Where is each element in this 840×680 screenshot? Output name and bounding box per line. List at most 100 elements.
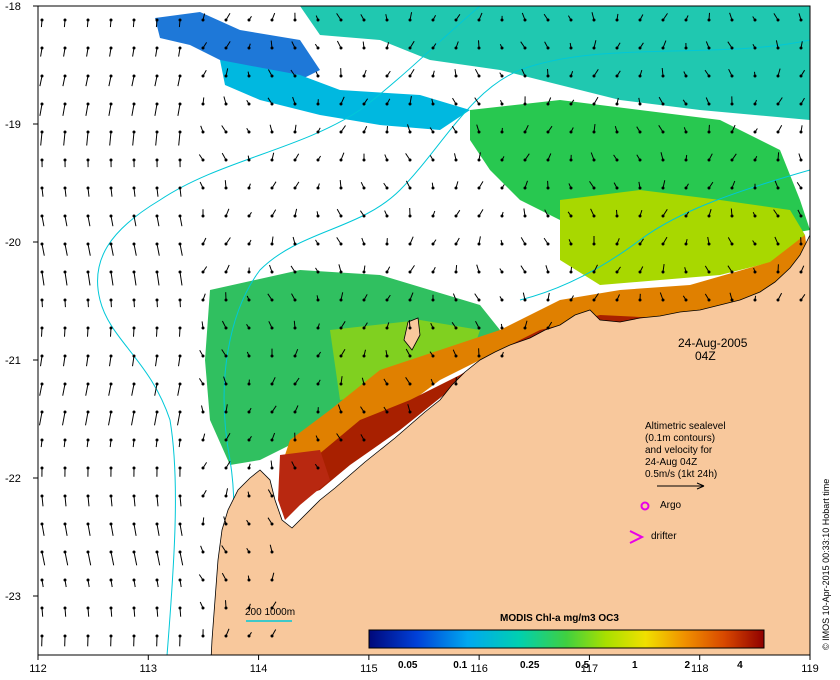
velocity-arrow (109, 131, 112, 146)
velocity-arrow-base (132, 46, 136, 50)
velocity-arrow-base (385, 130, 389, 134)
velocity-arrow (154, 411, 158, 426)
velocity-arrow-base (776, 74, 780, 78)
velocity-arrow-base (63, 326, 67, 330)
velocity-arrow-base (431, 298, 435, 302)
velocity-arrow (131, 383, 135, 396)
velocity-arrow-base (109, 102, 113, 106)
velocity-arrow-base (132, 74, 136, 78)
velocity-arrow-base (109, 382, 113, 386)
velocity-arrow-base (569, 242, 573, 246)
velocity-arrow-base (707, 102, 711, 106)
velocity-arrow (108, 383, 112, 396)
velocity-arrow-base (730, 130, 734, 134)
velocity-arrow-base (408, 326, 412, 330)
velocity-arrow (40, 355, 43, 367)
velocity-arrow-base (86, 578, 90, 582)
velocity-arrow-base (500, 102, 504, 106)
velocity-arrow-base (178, 522, 182, 526)
argo-marker-icon (640, 501, 650, 511)
velocity-arrow-base (132, 410, 136, 414)
velocity-arrow-base (592, 186, 596, 190)
velocity-arrow (179, 243, 183, 256)
velocity-arrow-base (753, 74, 757, 78)
velocity-arrow-base (431, 130, 435, 134)
velocity-arrow-base (201, 270, 205, 274)
velocity-arrow-base (339, 130, 343, 134)
velocity-arrow-base (247, 578, 251, 582)
velocity-arrow-base (201, 214, 205, 218)
velocity-arrow-base (776, 298, 780, 302)
velocity-arrow-base (224, 74, 228, 78)
velocity-arrow-base (247, 382, 251, 386)
velocity-arrow-base (477, 242, 481, 246)
velocity-arrow (109, 355, 112, 367)
velocity-arrow-base (523, 270, 527, 274)
velocity-arrow (39, 103, 43, 116)
velocity-arrow-base (40, 550, 44, 554)
velocity-arrow-base (362, 46, 366, 50)
velocity-arrow-base (201, 326, 205, 330)
velocity-arrow-base (753, 242, 757, 246)
velocity-arrow-base (63, 214, 67, 218)
velocity-arrow (62, 411, 66, 426)
velocity-arrow-base (385, 102, 389, 106)
velocity-arrow-base (224, 242, 228, 246)
velocity-arrow-base (155, 46, 159, 50)
velocity-arrow-base (270, 354, 274, 358)
velocity-arrow-base (224, 410, 228, 414)
velocity-arrow-base (339, 214, 343, 218)
velocity-arrow-base (270, 158, 274, 162)
velocity-arrow-base (500, 354, 504, 358)
velocity-arrow-base (408, 410, 412, 414)
velocity-arrow-base (270, 270, 274, 274)
velocity-arrow-base (592, 214, 596, 218)
velocity-arrow-base (569, 214, 573, 218)
velocity-arrow-base (109, 270, 113, 274)
velocity-arrow-base (201, 606, 205, 610)
credit-text: © IMOS 10-Apr-2015 00:33:10 Hobart time (821, 479, 831, 650)
velocity-arrow-base (316, 326, 320, 330)
velocity-arrow-base (592, 74, 596, 78)
velocity-arrow-base (799, 242, 803, 246)
velocity-arrow-base (753, 130, 757, 134)
velocity-arrow-base (155, 494, 159, 498)
velocity-arrow-base (178, 74, 182, 78)
velocity-arrow-base (109, 158, 113, 162)
velocity-arrow-base (247, 18, 251, 22)
velocity-arrow-base (707, 242, 711, 246)
colorbar-label: 0.05 (398, 660, 418, 671)
velocity-arrow-base (40, 438, 44, 442)
x-tick-label: 114 (250, 663, 268, 675)
velocity-arrow-base (339, 18, 343, 22)
velocity-arrow-base (546, 46, 550, 50)
velocity-arrow-base (408, 186, 412, 190)
velocity-arrow-base (178, 130, 182, 134)
velocity-arrow-base (730, 186, 734, 190)
velocity-arrow-base (270, 242, 274, 246)
colorbar-label: 1 (632, 660, 638, 671)
velocity-arrow-base (753, 18, 757, 22)
velocity-arrow-base (247, 354, 251, 358)
velocity-arrow-base (109, 242, 113, 246)
velocity-arrow-base (293, 186, 297, 190)
velocity-arrow-base (178, 578, 182, 582)
y-tick-label: -19 (5, 119, 21, 131)
velocity-arrow (156, 523, 160, 536)
velocity-arrow-base (40, 18, 44, 22)
velocity-arrow-base (63, 466, 67, 470)
velocity-arrow-base (730, 270, 734, 274)
velocity-arrow-base (339, 354, 343, 358)
velocity-arrow-base (638, 270, 642, 274)
velocity-arrow-base (247, 298, 251, 302)
velocity-arrow-base (63, 46, 67, 50)
velocity-arrow (108, 411, 112, 426)
velocity-arrow-base (63, 494, 67, 498)
velocity-arrow-base (155, 466, 159, 470)
velocity-arrow-base (569, 158, 573, 162)
velocity-arrow-base (707, 130, 711, 134)
velocity-arrow-base (132, 102, 136, 106)
velocity-arrow-base (132, 18, 136, 22)
velocity-arrow-base (408, 214, 412, 218)
annotation-line-3: and velocity for (645, 445, 713, 456)
